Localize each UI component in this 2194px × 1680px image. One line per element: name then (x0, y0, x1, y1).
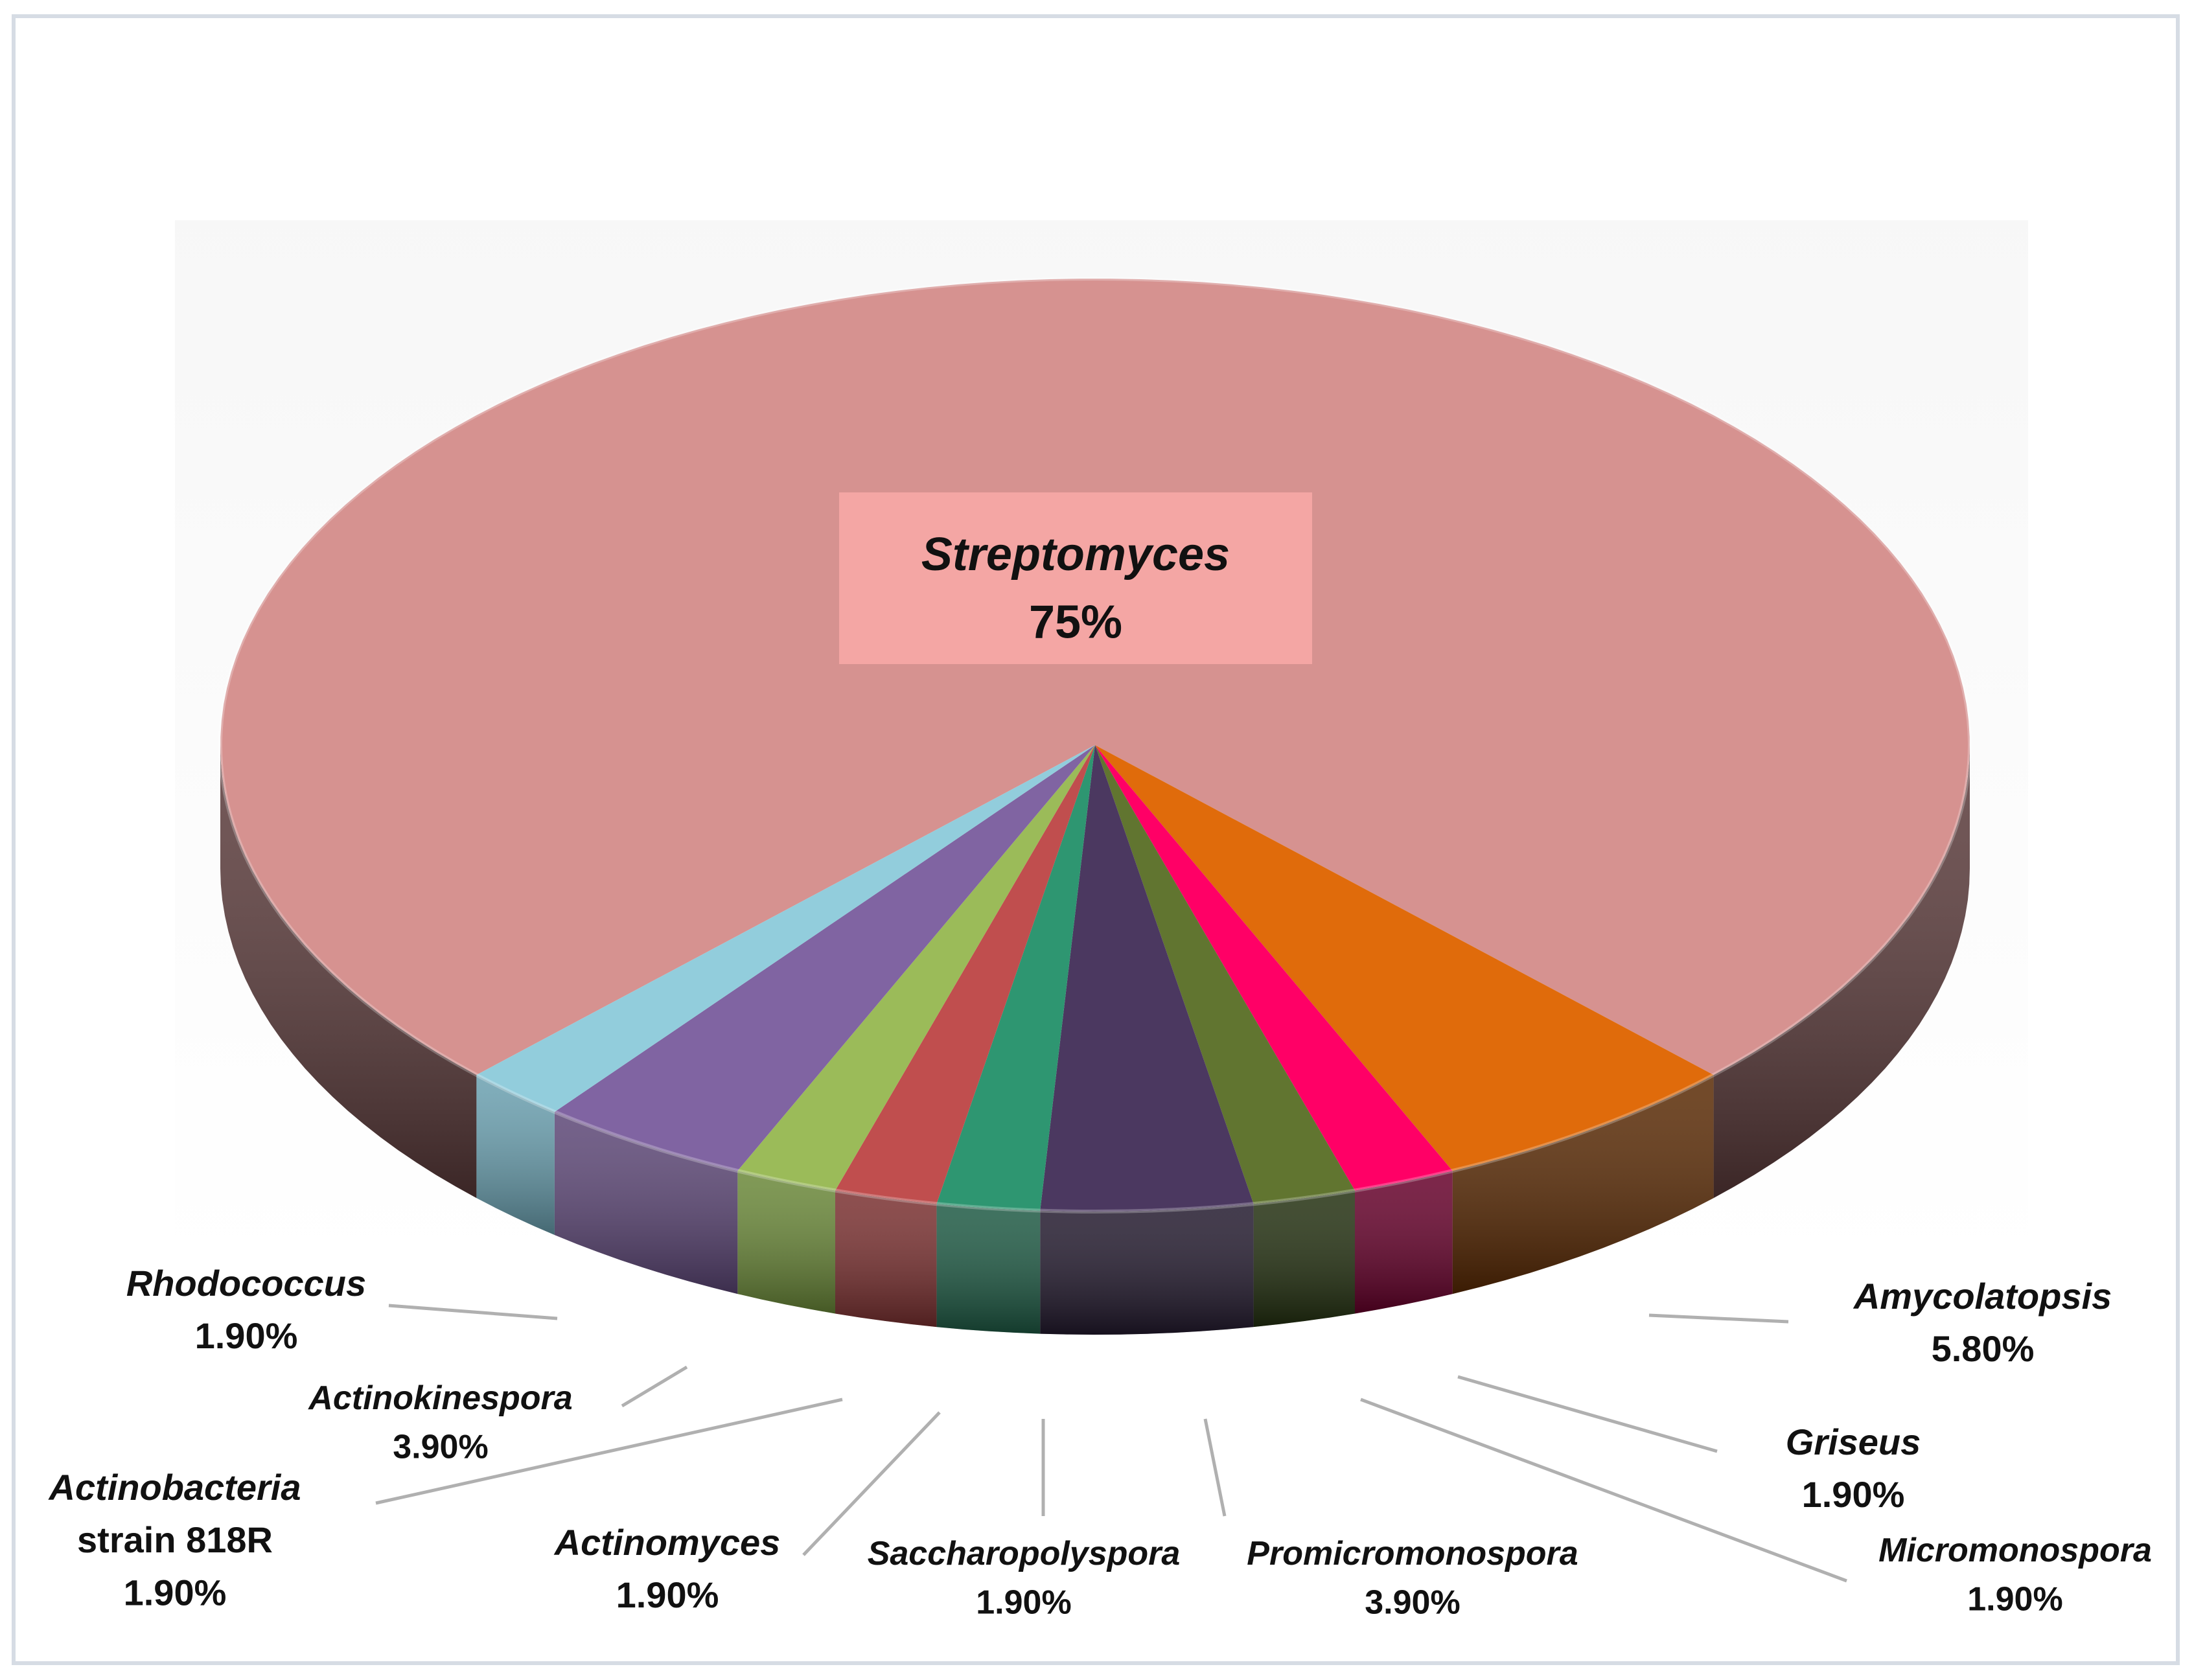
pie-slice-rhodococcus (476, 745, 1095, 1112)
data-label-name-actinokinespora: Actinokinespora (307, 1379, 572, 1417)
label-box-streptomyces (839, 492, 1312, 664)
data-label-value-amycolatopsis: 5.80% (1932, 1328, 2035, 1369)
data-label-value-actinomyces: 1.90% (616, 1574, 719, 1615)
pie-wall-shade (1355, 1171, 1453, 1314)
data-label-value-rhodococcus: 1.90% (195, 1315, 298, 1356)
data-label-name-actinobacteria: Actinobacteria (48, 1467, 301, 1508)
data-label-value-saccharopolyspora: 1.90% (976, 1583, 1071, 1621)
pie-wall-shade (1713, 745, 1970, 1199)
leader-line-griseus (1457, 1375, 1718, 1453)
leader-line-actinokinespora (621, 1365, 688, 1408)
data-label-value-streptomyces: 75% (1029, 596, 1122, 648)
pie-wall-shade (1452, 1075, 1714, 1295)
leader-line-rhodococcus (388, 1304, 558, 1320)
data-label-name-griseus: Griseus (1786, 1421, 1921, 1462)
data-label-name-streptomyces: Streptomyces (921, 529, 1230, 581)
data-label-value-griseus: 1.90% (1802, 1474, 1905, 1515)
pie-slice-streptomyces (220, 279, 1970, 1076)
pie-slice-griseus (1095, 745, 1453, 1191)
data-label-value-micromonospora: 1.90% (1967, 1580, 2062, 1618)
pie-wall-shade (554, 1112, 738, 1295)
data-label-name-actinomyces: Actinomyces (553, 1522, 781, 1563)
pie-wall-shade (476, 1075, 555, 1236)
pie-slice-saccharopolyspora (936, 745, 1095, 1211)
pie-wall-shade (1253, 1190, 1355, 1328)
pie-wall-shade (737, 1171, 835, 1314)
pie-wall-shade (936, 1204, 1041, 1334)
leader-line-actinobacteria (375, 1398, 843, 1505)
data-label-value-actinobacteria: 1.90% (124, 1572, 227, 1613)
pie-slice-actinobacteria (737, 745, 1095, 1191)
data-label-value-promicromonospora: 3.90% (1365, 1583, 1460, 1621)
leader-line-micromonospora (1360, 1398, 1847, 1583)
pie-slice-promicromonospora (1040, 745, 1254, 1212)
data-label-name-micromonospora: Micromonospora (1878, 1532, 2152, 1569)
pie-slice-actinomyces (835, 745, 1095, 1204)
leader-line-amycolatopsis (1648, 1313, 1789, 1324)
pie-slice-amycolatopsis (1095, 745, 1714, 1171)
pie-slice-micromonospora (1095, 745, 1355, 1204)
data-label-value-actinokinespora: 3.90% (393, 1428, 488, 1466)
pie-rim (218, 277, 1972, 1214)
data-label-name2-actinobacteria: strain 818R (77, 1519, 273, 1560)
data-label-name-promicromonospora: Promicromonospora (1247, 1535, 1578, 1572)
data-label-name-saccharopolyspora: Saccharopolyspora (868, 1535, 1181, 1572)
pie-wall-shade (835, 1190, 937, 1328)
pie-wall-shade (1040, 1204, 1254, 1335)
data-label-name-rhodococcus: Rhodococcus (126, 1263, 366, 1304)
leader-line-promicromonospora (1203, 1418, 1227, 1517)
pie-wall-shade (220, 745, 477, 1199)
leader-line-actinomyces (802, 1411, 941, 1556)
data-label-name-amycolatopsis: Amycolatopsis (1853, 1276, 2112, 1317)
pie-slice-actinokinespora (554, 745, 1095, 1171)
